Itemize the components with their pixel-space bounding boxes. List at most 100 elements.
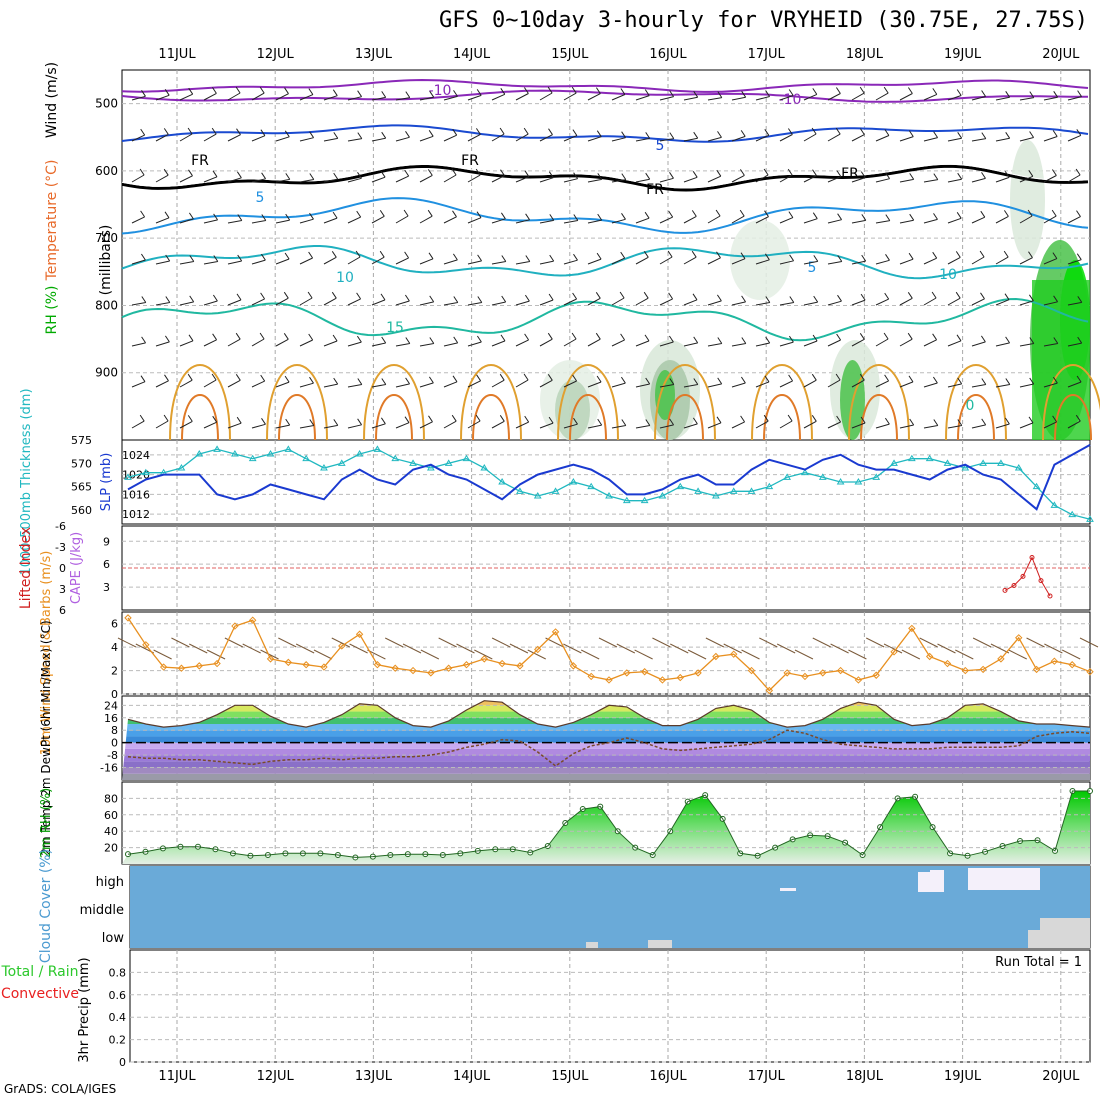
wind-barb	[347, 378, 363, 388]
wind-barb	[899, 173, 915, 183]
wind-barb	[755, 414, 769, 429]
cloud-low	[1028, 930, 1090, 948]
temp-tick-label: 24	[104, 699, 118, 712]
wind-barb	[155, 254, 171, 265]
wind-barb	[467, 89, 482, 101]
upper-air-panel: 500 600 700 800 900 -10 -10 5 FR FR FR FR 5 10 5 10 15 0	[95, 78, 1100, 441]
wind-barb	[155, 374, 169, 388]
wind-barb	[227, 293, 242, 306]
wind-barb-10m	[652, 637, 671, 648]
wind-barb	[467, 254, 483, 265]
warm-contour	[557, 364, 619, 441]
wind-barb	[827, 294, 842, 306]
wind-barb	[971, 210, 986, 224]
wind-barb	[443, 375, 458, 388]
wind-barb	[803, 88, 818, 101]
wind-barb	[155, 89, 170, 101]
x-tick-label-top: 15JUL	[551, 47, 589, 62]
wind-barb	[779, 254, 795, 265]
wind-barb	[683, 378, 699, 388]
temp-band	[122, 748, 1090, 756]
wind-barb	[923, 376, 938, 388]
wind-barb	[563, 332, 577, 347]
wind-barb	[179, 127, 193, 142]
warm-contour	[278, 394, 316, 441]
wind-barb	[371, 417, 386, 429]
wind-barb	[611, 291, 625, 306]
wind-barb	[491, 212, 506, 224]
dewpt-line	[127, 729, 1091, 767]
wind-barb-10m	[260, 649, 279, 660]
wind-barb	[779, 211, 794, 224]
temp-band	[122, 717, 1090, 724]
wind-barb-10m	[830, 643, 849, 654]
wind-barb	[923, 213, 938, 224]
panel-frame	[121, 69, 1091, 441]
rh-line	[127, 790, 1090, 858]
wind-barb	[731, 295, 747, 306]
thickness-point	[676, 482, 685, 490]
wind-barb	[275, 418, 291, 429]
wind-speed-point	[872, 671, 880, 679]
wind-barb	[803, 334, 818, 347]
wind-barb	[587, 213, 603, 224]
cloud-clear	[780, 888, 796, 891]
wind-barb	[947, 419, 963, 429]
wind-barb-10m	[705, 637, 725, 648]
wind-barb	[851, 254, 867, 265]
x-tick-label-top: 13JUL	[355, 47, 393, 62]
wind-barb	[971, 378, 987, 388]
wind-barb	[1019, 131, 1035, 142]
wind-barb	[971, 172, 986, 183]
temp-contour-minus10	[121, 89, 1088, 103]
wind-barb	[371, 336, 387, 347]
x-tick-label-bottom: 18JUL	[846, 1069, 884, 1084]
x-axis-labels: 11JUL 11JUL 12JUL 12JUL 13JUL 13JUL 14JUL 14JUL…	[158, 47, 1080, 1084]
wind-barb	[851, 416, 866, 429]
wind-barb	[179, 415, 193, 429]
wind-barb	[155, 211, 170, 224]
wind-barb	[515, 373, 529, 388]
cloud-fill	[130, 866, 1090, 948]
warm-contour	[569, 394, 607, 441]
wind-barb	[779, 335, 794, 347]
wind-barb	[803, 127, 817, 142]
warm-contour	[1042, 364, 1100, 441]
wind-barb	[923, 333, 938, 347]
wind-barb	[155, 128, 169, 142]
x-tick-label-top: 18JUL	[846, 47, 884, 62]
wind-barb	[899, 87, 913, 101]
wind-barb-10m	[598, 637, 618, 648]
wind-barb	[947, 172, 963, 183]
wind-barb	[995, 417, 1010, 429]
wind-barb-10m	[616, 643, 636, 654]
wind-barb	[131, 128, 146, 142]
wind-barb	[1043, 295, 1059, 306]
wind-barb	[995, 250, 1009, 265]
wind-barb	[1043, 130, 1058, 142]
thickness-point	[213, 445, 221, 452]
wind-barb	[395, 377, 411, 388]
wind-barb	[491, 415, 505, 429]
contour-label: FR	[646, 182, 664, 198]
temp-axis-title: 2m Temp 2m DewPt (6hr Min/Max) (°C)	[39, 620, 53, 855]
wind-barb	[635, 172, 651, 183]
contour-label: 5	[656, 138, 665, 154]
wind-barb	[707, 251, 721, 265]
wind-barb	[995, 378, 1011, 388]
wind-barb	[1067, 414, 1081, 429]
wind-tick-label: 2	[111, 665, 118, 678]
wind-barb	[851, 333, 865, 347]
wind-barb	[1043, 337, 1059, 347]
wind-barb	[1067, 168, 1081, 183]
wind-barb	[971, 418, 987, 429]
wind-barb	[515, 294, 530, 306]
wind-barb	[731, 337, 747, 347]
wind-barb	[1067, 375, 1082, 388]
wind-barb	[515, 87, 529, 101]
cloud-low	[1040, 918, 1090, 930]
wind-barb	[995, 132, 1011, 142]
wind-barb	[707, 377, 723, 388]
wind-barb	[971, 292, 985, 306]
